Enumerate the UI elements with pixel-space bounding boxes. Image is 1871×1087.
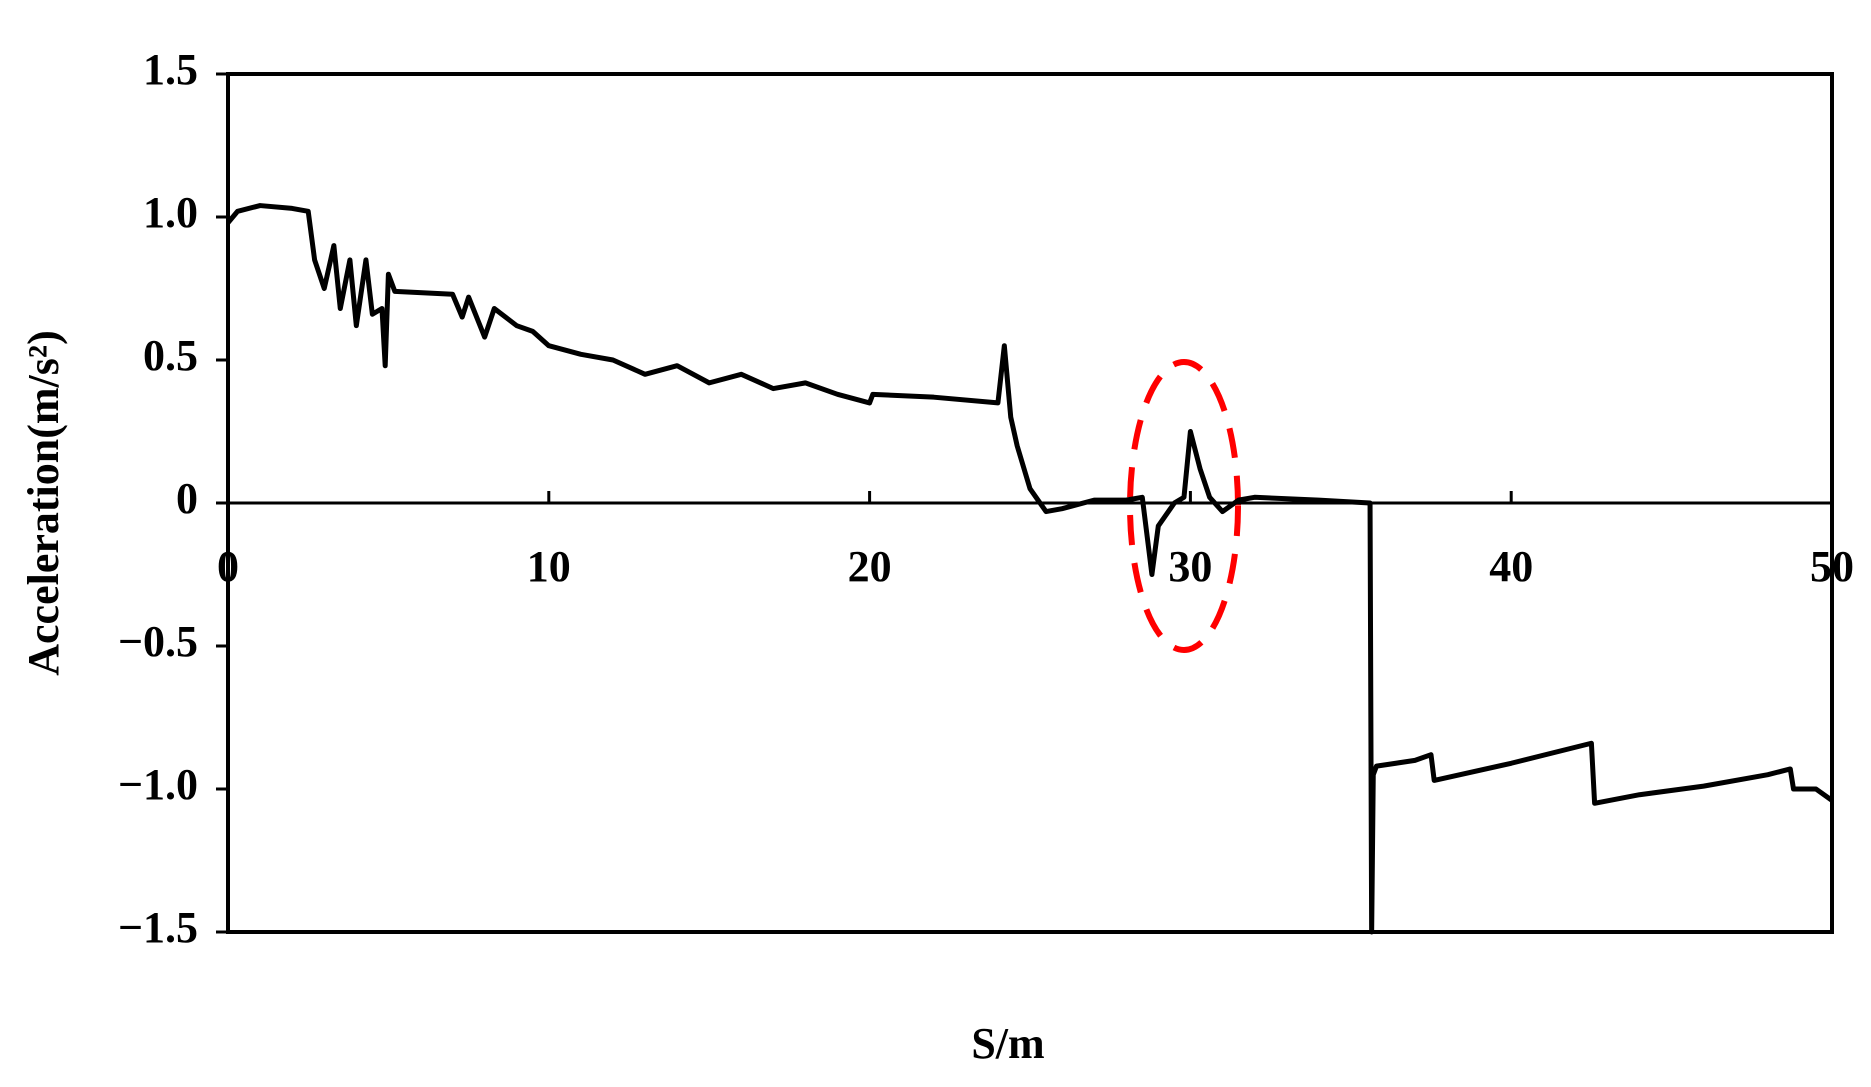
y-tick-label: 1.5 [143, 45, 198, 94]
x-tick-label: 30 [1168, 542, 1212, 591]
x-tick-label: 0 [217, 542, 239, 591]
y-tick-label: 0.5 [143, 331, 198, 380]
x-tick-label: 10 [527, 542, 571, 591]
x-axis-label: S/m [971, 1019, 1044, 1068]
highlight-ellipse [1127, 359, 1241, 653]
y-tick-label: −1.0 [118, 760, 198, 809]
y-tick-label: 0 [176, 474, 198, 523]
y-axis-label: Acceleration(m/s²) [19, 330, 68, 676]
x-tick-label: 40 [1489, 542, 1533, 591]
data-line [226, 203, 1834, 935]
x-tick-label: 50 [1810, 542, 1854, 591]
x-tick-label: 20 [848, 542, 892, 591]
y-tick-label: −0.5 [118, 617, 198, 666]
y-tick-label: −1.5 [118, 903, 198, 952]
y-tick-label: 1.0 [143, 188, 198, 237]
